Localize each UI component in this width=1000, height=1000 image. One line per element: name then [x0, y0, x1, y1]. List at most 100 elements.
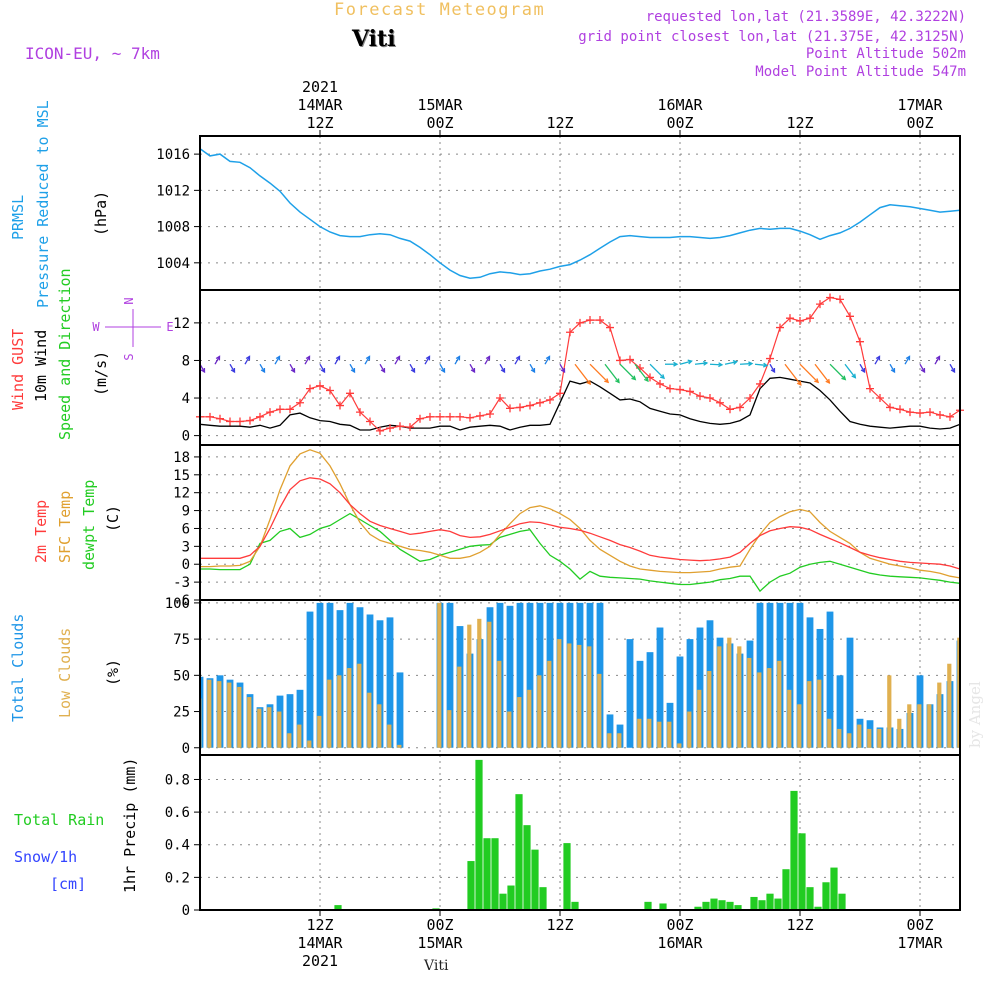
- rain-bar: [782, 869, 790, 910]
- y-tick-label: 1008: [156, 220, 190, 236]
- low-cloud-bar: [797, 704, 802, 748]
- wind-arrow-head: [350, 367, 356, 374]
- gust-point: [356, 408, 364, 417]
- y-tick-label: 6: [182, 521, 190, 537]
- total-cloud-bar: [676, 656, 684, 748]
- y-tick-label: 15: [173, 468, 190, 484]
- low-cloud-bar: [777, 660, 782, 748]
- wind-arrow: [634, 363, 649, 382]
- gust-point: [716, 398, 724, 407]
- low-cloud-bar: [907, 704, 912, 748]
- time-label-bottom: 00Z: [426, 916, 453, 934]
- gust-point: [906, 408, 914, 417]
- y-tick-label: -3: [173, 575, 190, 591]
- rain-bar: [710, 898, 718, 910]
- total-cloud-bar: [306, 611, 314, 748]
- low-clouds-label: Low Clouds: [56, 628, 74, 718]
- low-cloud-bar: [677, 743, 682, 748]
- wind-arrow: [214, 356, 221, 365]
- low-cloud-bar: [447, 710, 452, 748]
- total-cloud-bar: [796, 602, 804, 748]
- wind-arrow: [274, 356, 281, 365]
- gust-point: [766, 354, 774, 363]
- low-cloud-bar: [567, 643, 572, 748]
- gust-point: [266, 408, 274, 417]
- compass-west: W: [92, 320, 100, 334]
- wind-arrow-head: [841, 375, 847, 381]
- gust-point: [556, 389, 564, 398]
- wind-arrow: [574, 363, 591, 385]
- low-cloud-bar: [467, 624, 472, 748]
- wind-arrow-head: [673, 361, 679, 367]
- total-cloud-bar: [626, 639, 634, 748]
- wind-arrow: [739, 362, 753, 365]
- rain-bar: [483, 838, 491, 910]
- time-label-top: 16MAR: [657, 96, 703, 114]
- low-cloud-bar: [317, 715, 322, 748]
- time-label-top: 14MAR: [297, 96, 343, 114]
- time-label-top: 12Z: [786, 114, 813, 132]
- point-altitude: Point Altitude 502m: [805, 46, 966, 62]
- gust-point: [776, 323, 784, 332]
- gridpoint-coordinates: grid point closest lon,lat (21.375E, 42.…: [578, 29, 966, 45]
- wind-speed-direction-label: Speed and Direction: [56, 268, 74, 440]
- low-cloud-bar: [327, 679, 332, 748]
- low-cloud-bar: [957, 637, 960, 748]
- total-cloud-bar: [200, 676, 204, 748]
- low-cloud-bar: [697, 689, 702, 748]
- low-cloud-bar: [837, 728, 842, 748]
- wind-arrow-head: [290, 367, 296, 374]
- total-cloud-bar: [686, 639, 694, 748]
- wind-arrow: [259, 363, 266, 373]
- y-tick-label: 3: [182, 539, 190, 555]
- wind-arrow-head: [440, 367, 446, 374]
- time-label-top: 12Z: [546, 114, 573, 132]
- wind-gust-line: [200, 296, 960, 432]
- panel-frame: [199, 289, 961, 446]
- gust-point: [346, 389, 354, 398]
- low-cloud-bar: [387, 724, 392, 748]
- gust-point: [596, 316, 604, 325]
- panel-grid: [200, 136, 960, 290]
- gust-point: [696, 392, 704, 401]
- wind-arrow: [454, 356, 461, 365]
- y-tick-label: 50: [173, 668, 190, 684]
- dewpoint-line: [200, 512, 960, 593]
- gust-point: [456, 412, 464, 421]
- wind-arrow: [484, 356, 491, 365]
- total-cloud-bar: [836, 675, 844, 748]
- gust-point: [296, 398, 304, 407]
- wind-arrow-head: [643, 376, 649, 383]
- low-cloud-bar: [587, 646, 592, 748]
- precip-axis-label: 1hr Precip (mm): [121, 758, 139, 893]
- gust-point: [496, 394, 504, 403]
- wind-arrow-head: [545, 355, 551, 361]
- compass-south: S: [122, 353, 136, 360]
- panel-frame: [199, 444, 961, 601]
- low-cloud-bar: [657, 721, 662, 748]
- wind-arrow-head: [950, 367, 956, 374]
- gust-point: [386, 424, 394, 433]
- time-label-top: 15MAR: [417, 96, 463, 114]
- rain-bar: [790, 790, 798, 910]
- total-cloud-bar: [786, 602, 794, 748]
- low-cloud-bar: [577, 644, 582, 748]
- wind-arrow-head: [659, 374, 665, 380]
- clouds-unit: (%): [104, 659, 122, 686]
- wind-arrow: [439, 363, 446, 373]
- wind-arrow: [724, 361, 737, 365]
- gust-point: [566, 328, 574, 337]
- total-cloud-bar: [526, 602, 534, 748]
- gust-point: [516, 403, 524, 412]
- gust-point: [426, 412, 434, 421]
- time-label-bottom: 15MAR: [417, 934, 463, 952]
- meteogram-title: Forecast Meteogram: [334, 0, 546, 20]
- wind-arrow-head: [718, 362, 724, 368]
- rain-bar: [507, 885, 515, 910]
- low-cloud-bar: [737, 646, 742, 748]
- rain-bar: [750, 896, 758, 910]
- rain-bar: [694, 906, 702, 910]
- temp-2m-label: 2m Temp: [32, 500, 50, 563]
- gust-point: [946, 412, 954, 421]
- gust-point: [756, 379, 764, 388]
